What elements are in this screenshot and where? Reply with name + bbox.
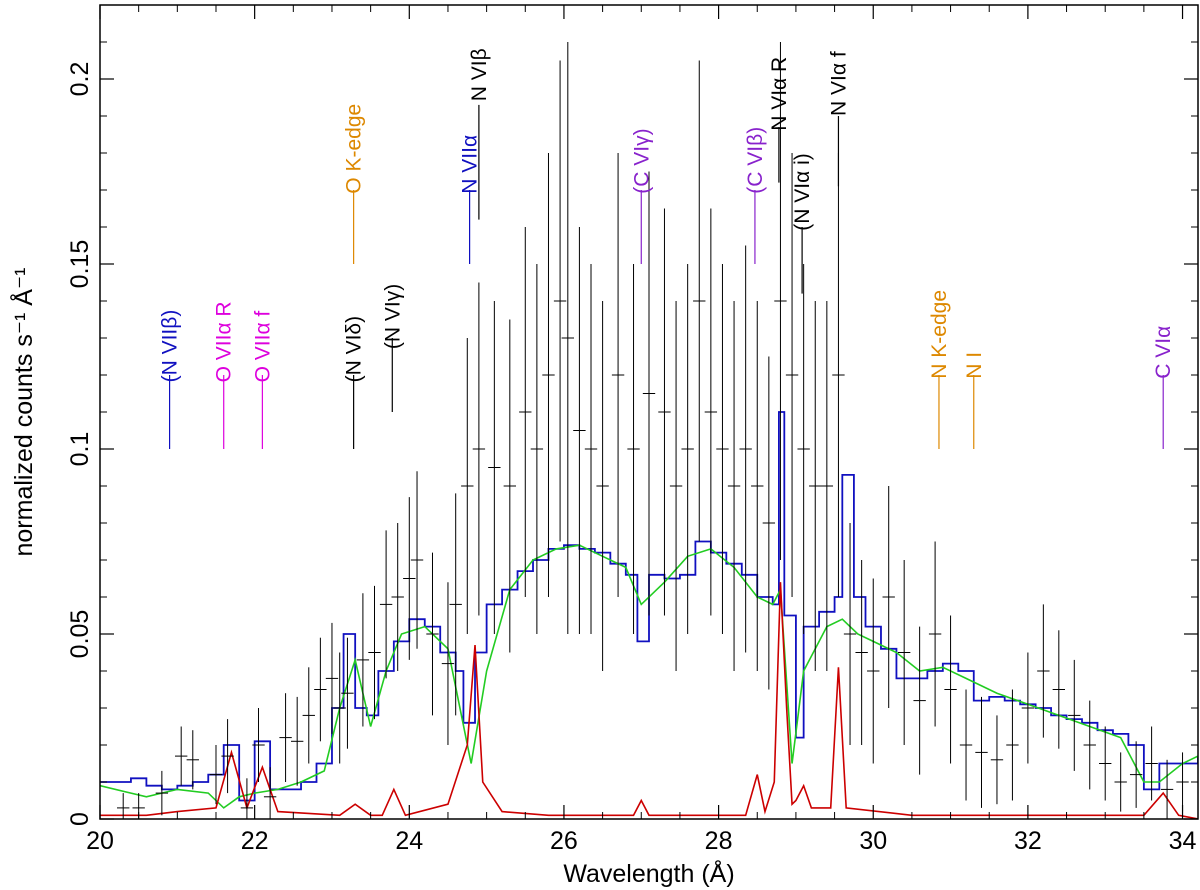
annotation-label: N I xyxy=(963,352,986,379)
y-tick-label: 0.2 xyxy=(66,62,94,97)
emission-line-model xyxy=(100,582,1198,819)
annotation-layer: (N VIIβ) O VIIα R O VIIα f (N VIδ) (N VIγ) O … xyxy=(159,48,1175,449)
x-axis-label: Wavelength (Å) xyxy=(563,858,734,888)
y-axis-label: normalized counts s⁻¹ Å⁻¹ xyxy=(8,268,38,557)
y-tick-label: 0.05 xyxy=(66,610,94,659)
annotation-label: N VIIα xyxy=(459,135,482,194)
y-tick-label: 0.15 xyxy=(66,240,94,289)
axis-layer: 20 22 24 26 28 30 32 34 0 0.05 0.1 0.15 0.2 xyxy=(66,5,1198,855)
annotation-label: N VIα f xyxy=(827,51,850,116)
annotation-label: (C VIβ) xyxy=(744,127,767,194)
annotation-label: (C VIγ) xyxy=(630,128,653,193)
y-tick-label: 0 xyxy=(66,812,94,826)
x-tick-label: 28 xyxy=(705,827,733,855)
data-layer xyxy=(100,42,1198,819)
model-step-line xyxy=(100,411,1198,802)
x-tick-label: 20 xyxy=(86,827,114,855)
annotation-label: (N VIα i) xyxy=(791,153,814,230)
annotation-label: N VIα R xyxy=(768,57,791,131)
model-smooth-line xyxy=(100,544,1198,809)
x-tick-label: 24 xyxy=(395,827,423,855)
annotation-label: C VIα xyxy=(1152,326,1175,379)
data-points xyxy=(117,42,1189,819)
annotation-label: (N VIIβ) xyxy=(159,310,182,383)
x-tick-label: 26 xyxy=(550,827,578,855)
annotation-label: (N VIγ) xyxy=(381,284,404,349)
annotation-label: O K-edge xyxy=(343,104,366,194)
annotation-label: (N VIδ) xyxy=(343,316,366,383)
annotation-label: N K-edge xyxy=(928,290,951,379)
x-tick-label: 30 xyxy=(859,827,887,855)
x-tick-label: 32 xyxy=(1014,827,1042,855)
annotation-label: O VIIα R xyxy=(213,301,236,382)
x-tick-label: 22 xyxy=(241,827,269,855)
y-tick-label: 0.1 xyxy=(66,432,94,467)
x-tick-label: 34 xyxy=(1169,827,1197,855)
annotation-label: N VIβ xyxy=(468,48,491,101)
annotation-label: O VIIα f xyxy=(251,311,274,383)
